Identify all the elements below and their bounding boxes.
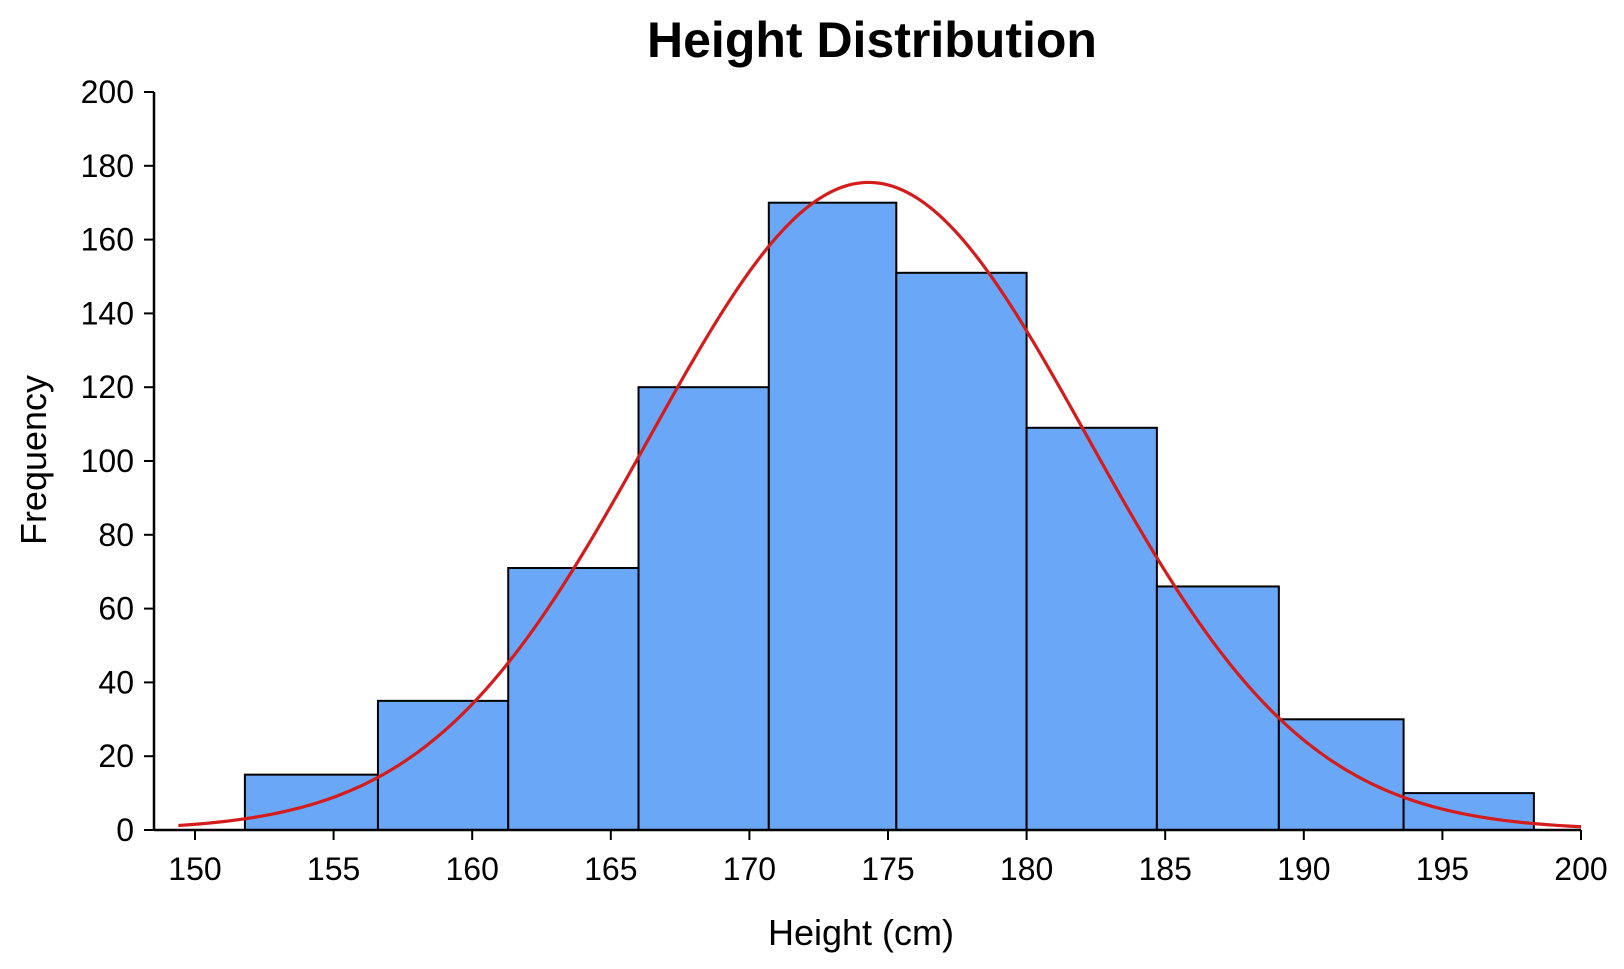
x-tick-label: 160 <box>446 851 499 887</box>
histogram-bar <box>637 386 770 831</box>
y-tick-label: 160 <box>81 222 134 258</box>
y-tick-label: 100 <box>81 443 134 479</box>
histogram-bar <box>507 567 640 831</box>
y-tick-label: 140 <box>81 295 134 331</box>
x-axis-label: Height (cm) <box>768 912 954 953</box>
y-tick-label: 80 <box>98 517 134 553</box>
histogram-bar <box>895 271 1028 831</box>
y-tick-label: 20 <box>98 738 134 774</box>
histogram-bar <box>767 201 898 831</box>
histogram-bar <box>1155 585 1280 832</box>
x-tick-label: 155 <box>307 851 360 887</box>
chart-title: Height Distribution <box>647 12 1097 68</box>
x-tick-label: 175 <box>861 851 914 887</box>
histogram-bar <box>1025 426 1158 831</box>
y-tick-label: 60 <box>98 591 134 627</box>
x-tick-label: 195 <box>1416 851 1469 887</box>
normal-fit-curve <box>178 180 1582 829</box>
y-tick-label: 40 <box>98 664 134 700</box>
x-tick-label: 185 <box>1139 851 1192 887</box>
y-tick-label: 120 <box>81 369 134 405</box>
x-tick-label: 170 <box>723 851 776 887</box>
x-tick-label: 150 <box>168 851 221 887</box>
y-tick-label: 200 <box>81 74 134 110</box>
y-tick-label: 180 <box>81 148 134 184</box>
x-tick-label: 190 <box>1277 851 1330 887</box>
y-axis-label: Frequency <box>13 375 54 545</box>
x-tick-label: 180 <box>1000 851 1053 887</box>
histogram-bar <box>243 773 379 832</box>
ticks-layer: 150 155 160 165 170 175 180 185 190 195 200 0 20 40 60… <box>81 74 1608 887</box>
histogram-bar <box>1402 792 1535 831</box>
x-tick-label: 165 <box>584 851 637 887</box>
x-tick-label: 200 <box>1554 851 1607 887</box>
curve-layer <box>178 180 1582 829</box>
bars-layer <box>243 201 1535 832</box>
y-tick-label: 0 <box>116 812 134 848</box>
